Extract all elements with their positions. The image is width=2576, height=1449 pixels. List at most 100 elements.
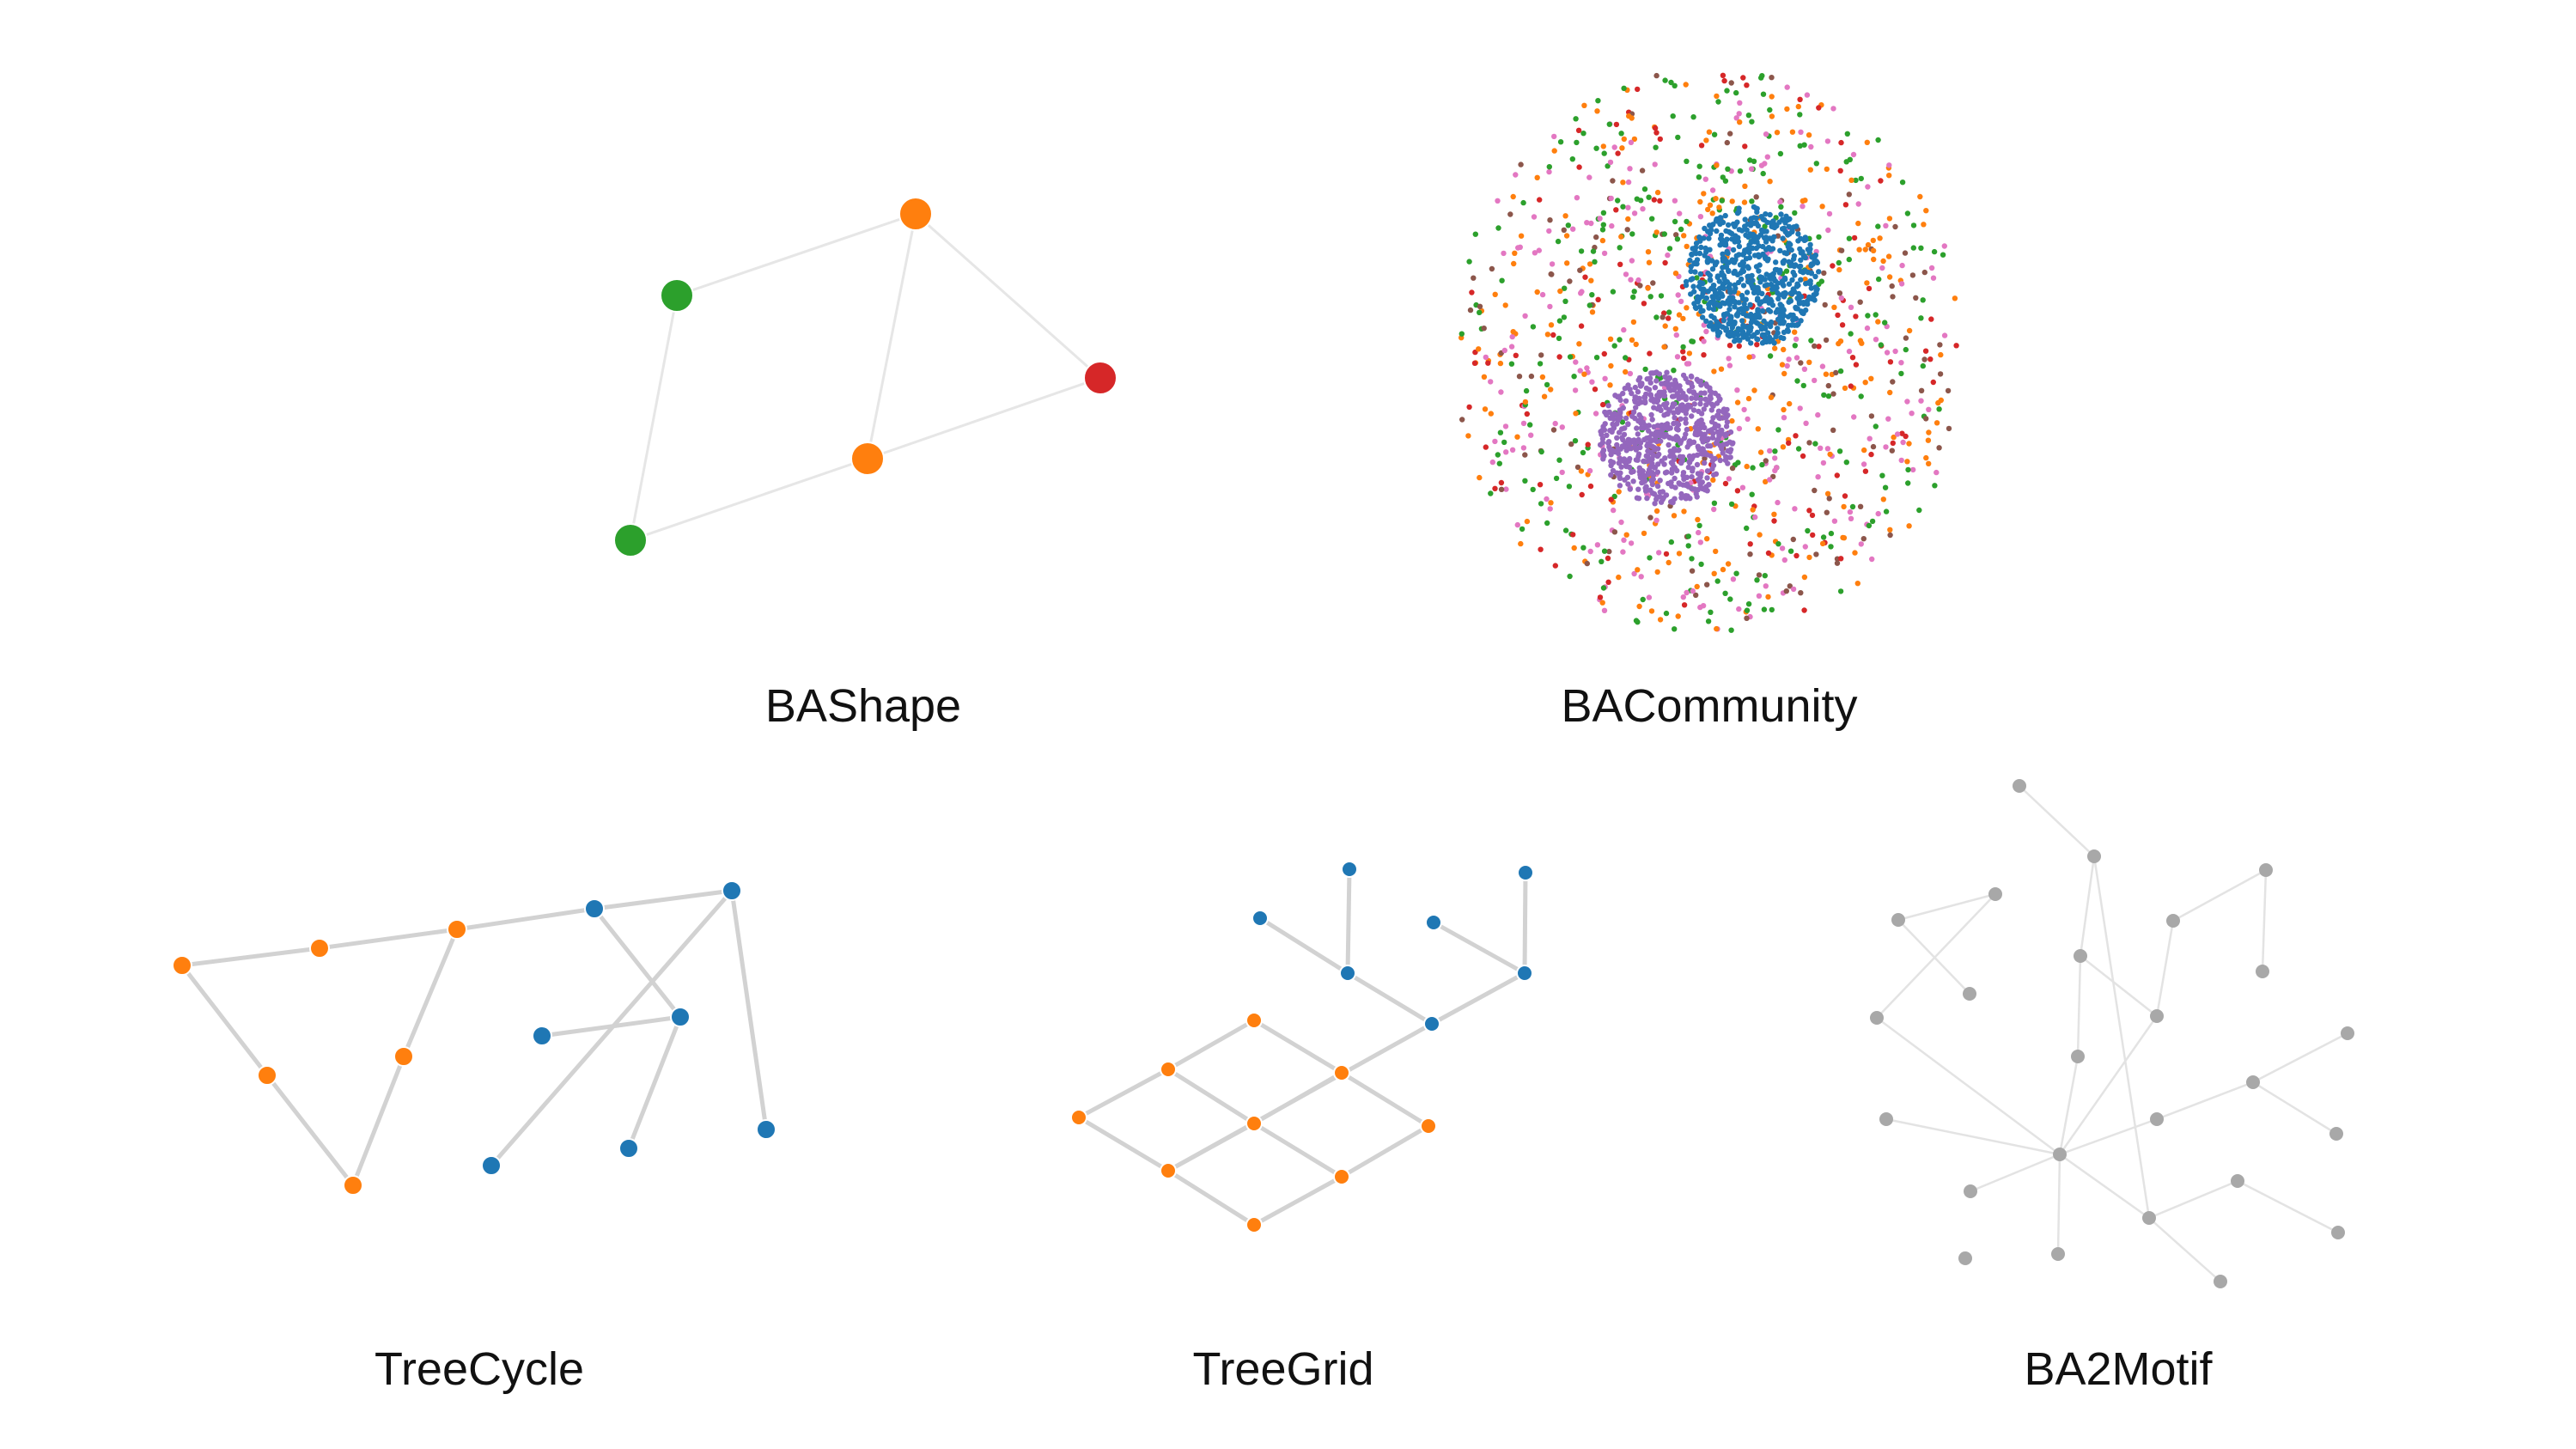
graph-edge — [867, 376, 1101, 460]
graph-edge — [1340, 1123, 1430, 1179]
community-node-pink — [1798, 129, 1804, 135]
community-node-pink — [1864, 325, 1871, 332]
community-node-pink — [1611, 144, 1617, 150]
community-node-brown — [1887, 532, 1893, 539]
community-node-blue — [1781, 283, 1787, 289]
community-node-brown — [1826, 496, 1832, 502]
community-node-blue — [1804, 298, 1811, 304]
community-node-brown — [1892, 223, 1898, 230]
community-node-brown — [1547, 217, 1553, 223]
community-node-brown — [1729, 465, 1736, 472]
community-node-red — [1538, 546, 1544, 552]
community-node-green — [1696, 522, 1702, 529]
graph-node-orange — [343, 1175, 363, 1196]
community-node-pink — [1697, 539, 1704, 545]
community-node-red — [1592, 387, 1599, 393]
community-node-blue — [1688, 268, 1694, 275]
community-node-blue — [1703, 318, 1709, 324]
community-node-green — [1600, 585, 1607, 591]
community-node-red — [1578, 323, 1585, 329]
community-node-green — [1674, 236, 1681, 242]
community-node-pink — [1820, 460, 1827, 466]
community-node-pink — [1855, 201, 1861, 207]
community-node-blue — [1724, 311, 1731, 317]
community-node-purple — [1714, 412, 1720, 418]
community-node-orange — [1744, 463, 1750, 470]
community-node-green — [1527, 422, 1533, 428]
community-node-blue — [1816, 269, 1822, 275]
community-node-blue — [1802, 254, 1808, 261]
community-node-purple — [1692, 431, 1698, 437]
community-node-red — [1793, 433, 1799, 439]
community-node-green — [1714, 578, 1720, 584]
community-node-blue — [1771, 283, 1778, 290]
community-node-green — [1566, 484, 1573, 490]
community-node-orange — [1701, 191, 1707, 197]
graph-edge — [1077, 1067, 1170, 1120]
community-node-blue — [1726, 286, 1733, 292]
community-node-purple — [1719, 430, 1726, 436]
community-node-pink — [1930, 275, 1937, 281]
community-node-purple — [1635, 486, 1641, 492]
community-node-pink — [1803, 420, 1809, 426]
community-node-pink — [1885, 416, 1891, 422]
community-node-purple — [1727, 429, 1734, 435]
community-node-purple — [1651, 490, 1658, 497]
community-node-brown — [1857, 503, 1864, 509]
community-node-green — [1647, 555, 1653, 561]
community-node-green — [1899, 180, 1906, 186]
graph-node-orange — [257, 1065, 277, 1086]
community-node-red — [1647, 350, 1653, 356]
community-node-orange — [1706, 129, 1713, 135]
graph-edge — [1885, 1117, 2061, 1156]
community-node-orange — [1512, 250, 1518, 256]
community-node-pink — [1607, 159, 1614, 166]
community-node-blue — [1761, 216, 1768, 223]
community-node-green — [1690, 114, 1696, 120]
community-node-green — [1641, 186, 1648, 192]
community-node-blue — [1736, 205, 1742, 211]
community-node-orange — [1886, 173, 1892, 179]
community-node-orange — [1510, 193, 1516, 200]
community-node-orange — [1935, 399, 1941, 406]
community-node-purple — [1635, 454, 1641, 460]
community-node-green — [1658, 293, 1665, 299]
community-node-green — [1825, 393, 1832, 399]
community-node-blue — [1754, 320, 1761, 326]
community-node-blue — [1712, 262, 1719, 268]
community-node-purple — [1641, 399, 1648, 405]
community-node-purple — [1616, 460, 1623, 466]
community-node-blue — [1712, 323, 1719, 329]
community-node-purple — [1620, 436, 1626, 443]
graph-edge — [490, 889, 734, 1167]
community-node-blue — [1739, 318, 1745, 324]
community-node-blue — [1786, 281, 1793, 287]
community-node-pink — [1733, 115, 1739, 121]
community-node-red — [1657, 136, 1664, 143]
community-node-orange — [1934, 420, 1940, 426]
community-node-orange — [1806, 132, 1812, 138]
community-node-purple — [1617, 483, 1623, 489]
community-node-blue — [1773, 333, 1779, 339]
community-node-green — [1920, 362, 1926, 369]
community-node-orange — [1676, 312, 1683, 318]
graph-edge — [350, 1056, 406, 1186]
community-node-pink — [1898, 457, 1904, 464]
graph-node-blue — [1517, 864, 1534, 881]
community-node-pink — [1739, 484, 1746, 490]
community-node-orange — [1502, 302, 1508, 308]
graph-node-grey — [1891, 913, 1905, 927]
community-node-orange — [1608, 362, 1614, 369]
community-node-green — [1873, 312, 1879, 318]
community-node-purple — [1717, 457, 1724, 464]
community-node-purple — [1630, 478, 1636, 484]
community-node-orange — [1541, 393, 1548, 399]
community-node-orange — [1906, 327, 1913, 334]
community-node-orange — [1557, 288, 1563, 295]
community-node-purple — [1636, 411, 1642, 418]
community-node-blue — [1790, 317, 1796, 323]
community-node-purple — [1614, 435, 1620, 441]
community-node-green — [1672, 218, 1678, 225]
community-node-orange — [1824, 490, 1831, 496]
community-node-red — [1744, 82, 1750, 88]
